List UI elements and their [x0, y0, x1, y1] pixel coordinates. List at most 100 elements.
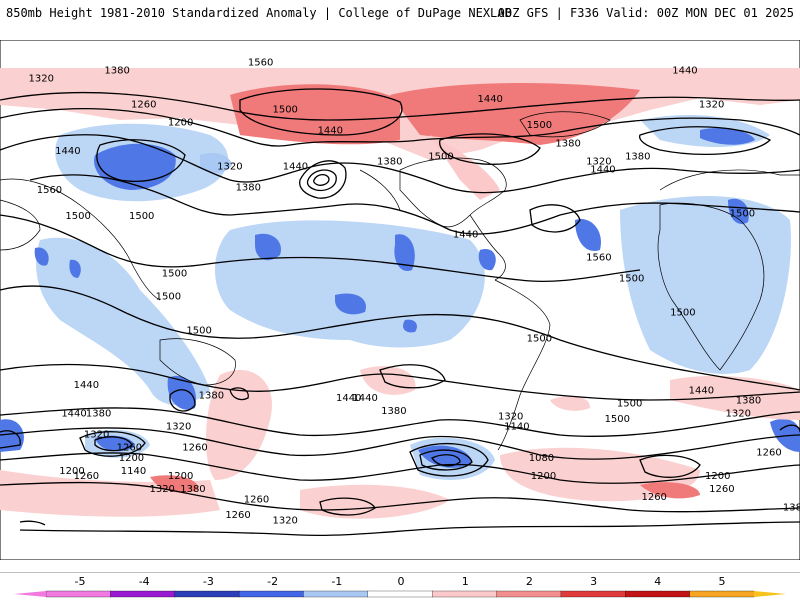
svg-text:1500: 1500 — [272, 105, 297, 116]
contour-label: 1500 — [428, 151, 453, 162]
contour-label: 1320 — [586, 157, 611, 168]
svg-text:1500: 1500 — [428, 151, 453, 162]
svg-text:1320: 1320 — [84, 430, 109, 441]
contour-label: 1440 — [453, 229, 478, 240]
contour-label: 1440 — [74, 380, 99, 391]
contour-label: 1320 — [166, 422, 191, 433]
contour-label: 1200 — [168, 118, 193, 129]
svg-text:1320: 1320 — [29, 73, 54, 84]
contour-label: 1440 — [689, 385, 714, 396]
svg-text:1320: 1320 — [498, 411, 523, 422]
colorbar-tick: -5 — [75, 575, 86, 588]
svg-text:1260: 1260 — [756, 448, 781, 459]
colorbar-segment — [110, 590, 176, 598]
colorbar-segment — [496, 590, 562, 598]
svg-text:1380: 1380 — [625, 151, 650, 162]
contour-label-layer: 1320138015601260120015001440144015001380… — [29, 58, 800, 527]
svg-text:1380: 1380 — [736, 396, 761, 407]
contour-label: 1320 — [498, 411, 523, 422]
svg-text:1260: 1260 — [709, 484, 734, 495]
colorbar-tick: 1 — [462, 575, 469, 588]
svg-text:1500: 1500 — [186, 326, 211, 337]
colorbar-segment — [689, 590, 755, 598]
svg-text:1320: 1320 — [217, 162, 242, 173]
map-title: 850mb Height 1981-2010 Standardized Anom… — [6, 6, 512, 20]
colorbar-right-arrow — [754, 591, 786, 597]
svg-text:1320: 1320 — [149, 484, 174, 495]
colorbar-segment — [432, 590, 498, 598]
contour-label: 1440 — [55, 146, 80, 157]
svg-text:1440: 1440 — [283, 162, 308, 173]
svg-text:1080: 1080 — [529, 453, 554, 464]
svg-text:1320: 1320 — [586, 157, 611, 168]
anomaly-map[interactable]: 1320138015601260120015001440144015001380… — [0, 40, 800, 560]
svg-text:1380: 1380 — [555, 138, 580, 149]
contour-label: 1500 — [617, 398, 642, 409]
svg-text:1440: 1440 — [453, 229, 478, 240]
svg-text:1200: 1200 — [59, 466, 84, 477]
contour-label: 1260 — [225, 510, 250, 521]
colorbar-left-arrow — [14, 591, 46, 597]
svg-text:1440: 1440 — [74, 380, 99, 391]
colorbar-tick: 2 — [526, 575, 533, 588]
contour-label: 1200 — [705, 471, 730, 482]
svg-text:1260: 1260 — [74, 471, 99, 482]
svg-text:1200: 1200 — [531, 471, 556, 482]
contour-label: 1260 — [244, 495, 269, 506]
contour-label: 1500 — [730, 209, 755, 220]
svg-text:1440: 1440 — [318, 125, 343, 136]
contour-label: 1500 — [156, 292, 181, 303]
svg-text:1200: 1200 — [168, 471, 193, 482]
svg-text:1380: 1380 — [377, 157, 402, 168]
svg-text:1560: 1560 — [37, 185, 62, 196]
contour-label: 1200 — [119, 453, 144, 464]
contour-label: 1320 — [149, 484, 174, 495]
contour-label: 1560 — [37, 185, 62, 196]
svg-text:1440: 1440 — [689, 385, 714, 396]
colorbar-tick: 5 — [719, 575, 726, 588]
colorbar-tick: -2 — [267, 575, 278, 588]
colorbar-segment — [625, 590, 691, 598]
svg-text:1440: 1440 — [352, 393, 377, 404]
svg-text:1380: 1380 — [199, 391, 224, 402]
svg-text:1500: 1500 — [670, 307, 695, 318]
colorbar-tick: 0 — [398, 575, 405, 588]
height-contours — [0, 88, 800, 536]
contour-label: 1140 — [121, 466, 146, 477]
svg-text:1500: 1500 — [527, 120, 552, 131]
svg-text:1560: 1560 — [248, 58, 273, 69]
svg-text:1440: 1440 — [477, 94, 502, 105]
contour-label: 1380 — [555, 138, 580, 149]
svg-text:1320: 1320 — [272, 515, 297, 526]
svg-text:1320: 1320 — [699, 99, 724, 110]
svg-text:1380: 1380 — [381, 406, 406, 417]
colorbar-tick: -4 — [139, 575, 150, 588]
svg-text:1320: 1320 — [166, 422, 191, 433]
contour-label: 1500 — [162, 268, 187, 279]
contour-label: 1320 — [29, 73, 54, 84]
svg-text:1440: 1440 — [336, 393, 361, 404]
svg-text:1380: 1380 — [86, 409, 111, 420]
svg-text:1380: 1380 — [236, 183, 261, 194]
contour-label: 1500 — [129, 211, 154, 222]
colorbar-segment — [45, 590, 112, 598]
contour-label: 1500 — [272, 105, 297, 116]
svg-text:1500: 1500 — [65, 211, 90, 222]
svg-text:1320: 1320 — [726, 409, 751, 420]
svg-text:1140: 1140 — [121, 466, 146, 477]
colorbar-tick-labels: -5 -4 -3 -2 -1 0 1 2 3 4 5 — [75, 575, 726, 588]
contour-label: 1380 — [86, 409, 111, 420]
contour-label: 1440 — [477, 94, 502, 105]
contour-label: 1500 — [605, 414, 630, 425]
contour-label: 1440 — [590, 164, 615, 175]
contour-label: 1140 — [504, 422, 529, 433]
contour-label: 1500 — [65, 211, 90, 222]
svg-text:1140: 1140 — [504, 422, 529, 433]
svg-text:1260: 1260 — [244, 495, 269, 506]
contour-label: 1080 — [529, 453, 554, 464]
colorbar-segment — [560, 590, 626, 598]
coastlines — [0, 111, 800, 451]
model-run-info: 00Z GFS | F336 Valid: 00Z MON DEC 01 202… — [497, 6, 794, 20]
contour-label: 1260 — [641, 492, 666, 503]
svg-text:1200: 1200 — [168, 118, 193, 129]
